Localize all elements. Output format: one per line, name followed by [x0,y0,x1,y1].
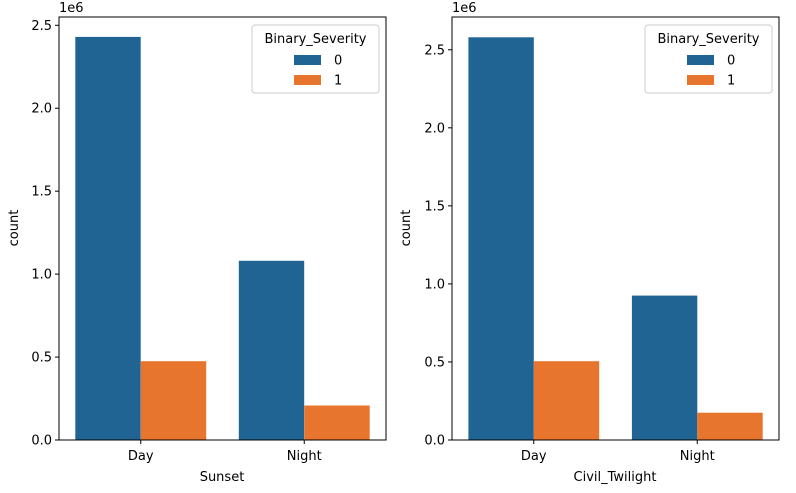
y-axis-label: count [7,210,22,247]
legend-label-0: 0 [334,54,342,69]
bar-night-series-1 [304,405,370,440]
x-tick-label: Night [287,449,322,464]
offset-text: 1e6 [452,1,477,16]
axes-frame [58,16,387,441]
legend-title: Binary_Severity [658,32,760,47]
y-tick-label: 1.0 [424,277,445,292]
x-axis-label: Sunset [200,470,245,485]
y-tick-label: 0.0 [31,434,52,449]
y-tick-label: 0.0 [424,434,445,449]
y-tick-label: 0.5 [31,351,52,366]
legend-swatch-1 [294,75,321,85]
legend-swatch-0 [687,55,714,65]
y-tick-label: 2.5 [31,19,52,34]
legend-label-1: 1 [727,74,735,89]
y-axis-label: count [399,210,414,247]
bar-night-series-0 [238,260,305,440]
y-tick-label: 2.0 [31,102,52,117]
bar-day-series-0 [468,37,534,441]
legend-label-1: 1 [334,74,342,89]
bar-night-series-0 [631,295,698,440]
legend: Binary_Severity 0 1 [251,24,380,94]
legend: Binary_Severity 0 1 [644,24,773,94]
axes-frame [451,16,780,441]
x-axis-label: Civil_Twilight [574,470,657,485]
legend-label-0: 0 [727,54,735,69]
legend-swatch-0 [294,55,321,65]
x-tick-label: Night [680,449,715,464]
offset-text: 1e6 [59,1,84,16]
bar-day-series-1 [533,361,600,440]
bar-day-series-0 [75,36,141,441]
y-tick-label: 1.5 [31,185,52,200]
legend-swatch-1 [687,75,714,85]
bar-day-series-1 [140,361,207,440]
y-tick-label: 1.5 [424,199,445,214]
y-tick-label: 0.5 [424,355,445,370]
subplot-civil-twilight: 1e6 Civil_Twilight count 0.0 0.5 1.0 1.5 2.0… [399,1,780,485]
x-tick-label: Day [521,449,547,464]
y-tick-label: 2.0 [424,121,445,136]
y-tick-label: 2.5 [424,43,445,58]
y-tick-label: 1.0 [31,268,52,283]
legend-title: Binary_Severity [265,32,367,47]
subplot-sunset: 1e6 Sunset count 0.0 0.5 1.0 1.5 2.0 2.5 Day Ni… [7,1,387,485]
bar-night-series-1 [697,412,763,440]
x-tick-label: Day [128,449,154,464]
